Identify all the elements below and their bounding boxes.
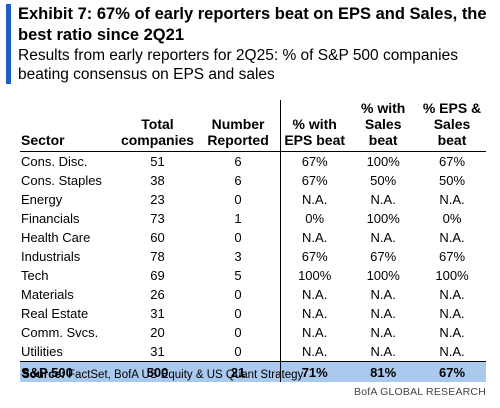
cell-both: N.A.	[439, 230, 465, 245]
cell-total: 60	[150, 230, 165, 245]
cell-eps: N.A.	[280, 228, 349, 247]
cell-sales: N.A.	[370, 344, 396, 359]
cell-both: N.A.	[439, 192, 465, 207]
cell-total: 73	[150, 211, 165, 226]
exhibit-header: Exhibit 7: 67% of early reporters beat o…	[6, 4, 500, 84]
cell-eps: 71%	[280, 361, 349, 382]
table-row: Health Care 60 0 N.A. N.A. N.A.	[20, 228, 486, 247]
header-eps-sales-beat: % EPS & Sales beat	[422, 100, 482, 148]
table-row: Materials 26 0 N.A. N.A. N.A.	[20, 285, 486, 304]
cell-sector: Comm. Svcs.	[21, 325, 99, 340]
cell-reported: 6	[234, 154, 242, 169]
table-row: Real Estate 31 0 N.A. N.A. N.A.	[20, 304, 486, 323]
cell-both: N.A.	[439, 287, 465, 302]
cell-eps: 67%	[280, 171, 349, 190]
cell-sales: N.A.	[370, 192, 396, 207]
cell-total: 78	[150, 249, 165, 264]
cell-total: 23	[150, 192, 165, 207]
cell-sales: 81%	[348, 361, 418, 382]
cell-total: 69	[150, 268, 165, 283]
cell-total: 26	[150, 287, 165, 302]
table-row: Financials 73 1 0% 100% 0%	[20, 209, 486, 228]
cell-sales: 100%	[366, 154, 400, 169]
table-row: Tech 69 5 100% 100% 100%	[20, 266, 486, 285]
earnings-beat-table: Sector Total companies Number Reported % w…	[20, 100, 486, 382]
cell-both: 67%	[418, 361, 486, 382]
cell-sector: Cons. Staples	[21, 173, 102, 188]
exhibit-title: Exhibit 7: 67% of early reporters beat o…	[18, 5, 487, 44]
table-body: Cons. Disc. 51 6 67% 100% 67% Cons. Staples 38 6…	[20, 151, 486, 382]
cell-reported: 5	[234, 268, 242, 283]
cell-eps: N.A.	[280, 342, 349, 362]
cell-reported: 0	[234, 325, 242, 340]
cell-eps: 67%	[280, 151, 349, 171]
cell-total: 51	[150, 154, 165, 169]
cell-reported: 0	[234, 287, 242, 302]
table-row: Energy 23 0 N.A. N.A. N.A.	[20, 190, 486, 209]
cell-sales: 67%	[370, 249, 397, 264]
source-note: Source: FactSet, BofA US Equity & US Qua…	[22, 369, 304, 381]
header-eps-beat: % with EPS beat	[280, 100, 349, 152]
cell-total: 20	[150, 325, 165, 340]
table-row: Utilities 31 0 N.A. N.A. N.A.	[20, 342, 486, 362]
cell-eps: N.A.	[280, 304, 349, 323]
table-row: Cons. Disc. 51 6 67% 100% 67%	[20, 151, 486, 171]
header-sector: Sector	[21, 132, 65, 148]
cell-both: N.A.	[439, 325, 465, 340]
cell-both: N.A.	[439, 344, 465, 359]
cell-sector: Materials	[21, 287, 74, 302]
cell-sector: Energy	[21, 192, 63, 207]
cell-sector: S&P 500	[20, 361, 119, 382]
cell-sales: 100%	[366, 268, 400, 283]
cell-eps: 100%	[280, 266, 349, 285]
cell-both: 67%	[438, 249, 466, 264]
cell-sector: Financials	[21, 211, 80, 226]
table-row: Industrials 78 3 67% 67% 67%	[20, 247, 486, 266]
table-row: Comm. Svcs. 20 0 N.A. N.A. N.A.	[20, 323, 486, 342]
cell-sector: Utilities	[21, 344, 63, 359]
cell-eps: 0%	[280, 209, 349, 228]
table-header-row: Sector Total companies Number Reported % w…	[20, 100, 486, 152]
cell-both: N.A.	[439, 306, 465, 321]
cell-both: 67%	[438, 154, 466, 169]
cell-reported: 6	[234, 173, 242, 188]
cell-both: 50%	[438, 173, 466, 188]
cell-both: 100%	[435, 268, 469, 283]
cell-reported: 0	[234, 230, 242, 245]
cell-eps: N.A.	[280, 323, 349, 342]
cell-sales: 100%	[366, 211, 400, 226]
cell-sales: N.A.	[370, 306, 396, 321]
header-sales-beat: % with Sales beat	[361, 100, 406, 148]
cell-sector: Health Care	[21, 230, 91, 245]
cell-reported: 3	[234, 249, 242, 264]
cell-reported: 0	[234, 344, 242, 359]
cell-sector: Real Estate	[21, 306, 89, 321]
table-row: Cons. Staples 38 6 67% 50% 50%	[20, 171, 486, 190]
cell-eps: N.A.	[280, 285, 349, 304]
cell-reported: 21	[196, 361, 281, 382]
cell-sales: N.A.	[370, 325, 396, 340]
cell-total: 38	[150, 173, 165, 188]
cell-sector: Tech	[21, 268, 49, 283]
cell-reported: 0	[234, 306, 242, 321]
cell-sales: N.A.	[370, 287, 396, 302]
cell-sector: Industrials	[21, 249, 81, 264]
cell-sales: N.A.	[370, 230, 396, 245]
cell-reported: 1	[234, 211, 242, 226]
cell-total: 31	[150, 306, 165, 321]
cell-both: 0%	[442, 211, 462, 226]
table-total-row: S&P 500 500 21 71% 81% 67%	[20, 361, 486, 382]
cell-total: 31	[150, 344, 165, 359]
cell-sector: Cons. Disc.	[21, 154, 88, 169]
exhibit-subtitle: Results from early reporters for 2Q25: %…	[18, 47, 458, 83]
cell-total: 500	[118, 361, 197, 382]
cell-sales: 50%	[370, 173, 397, 188]
cell-eps: 67%	[280, 247, 349, 266]
cell-eps: N.A.	[280, 190, 349, 209]
cell-reported: 0	[234, 192, 242, 207]
header-number-reported: Number Reported	[207, 116, 269, 148]
brand-footer: BofA GLOBAL RESEARCH	[354, 386, 486, 398]
header-total-companies: Total companies	[120, 116, 195, 148]
